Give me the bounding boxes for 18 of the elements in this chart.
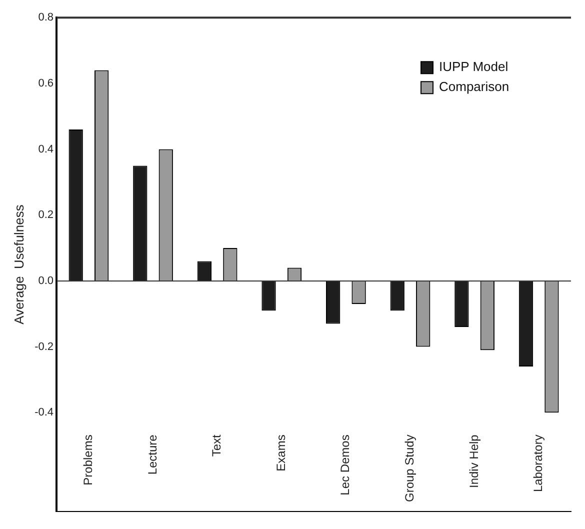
x-tick-label: Text [210, 434, 224, 457]
y-tick-label: -0.4 [34, 406, 54, 419]
y-tick-label: 0.6 [38, 77, 54, 90]
legend-label: IUPP Model [439, 59, 508, 74]
y-axis-title: Average Usefulness [11, 204, 26, 324]
x-tick-label: Lecture [145, 434, 160, 475]
x-tick-label: Indiv Help [466, 434, 481, 488]
x-tick-label: Group Study [402, 434, 417, 502]
x-tick-label: Lec Demos [338, 434, 352, 496]
y-tick-label: 0.8 [38, 12, 54, 24]
y-tick-label: -0.2 [34, 340, 54, 353]
y-tick-label: 0.2 [38, 209, 54, 222]
y-tick-label: 0.4 [38, 143, 54, 156]
legend-label: Comparison [439, 79, 510, 94]
y-tick-label: 0.0 [38, 274, 54, 287]
x-tick-label: Problems [81, 434, 96, 486]
x-tick-label: Laboratory [531, 434, 546, 492]
x-tick-label: Exams [274, 434, 288, 472]
